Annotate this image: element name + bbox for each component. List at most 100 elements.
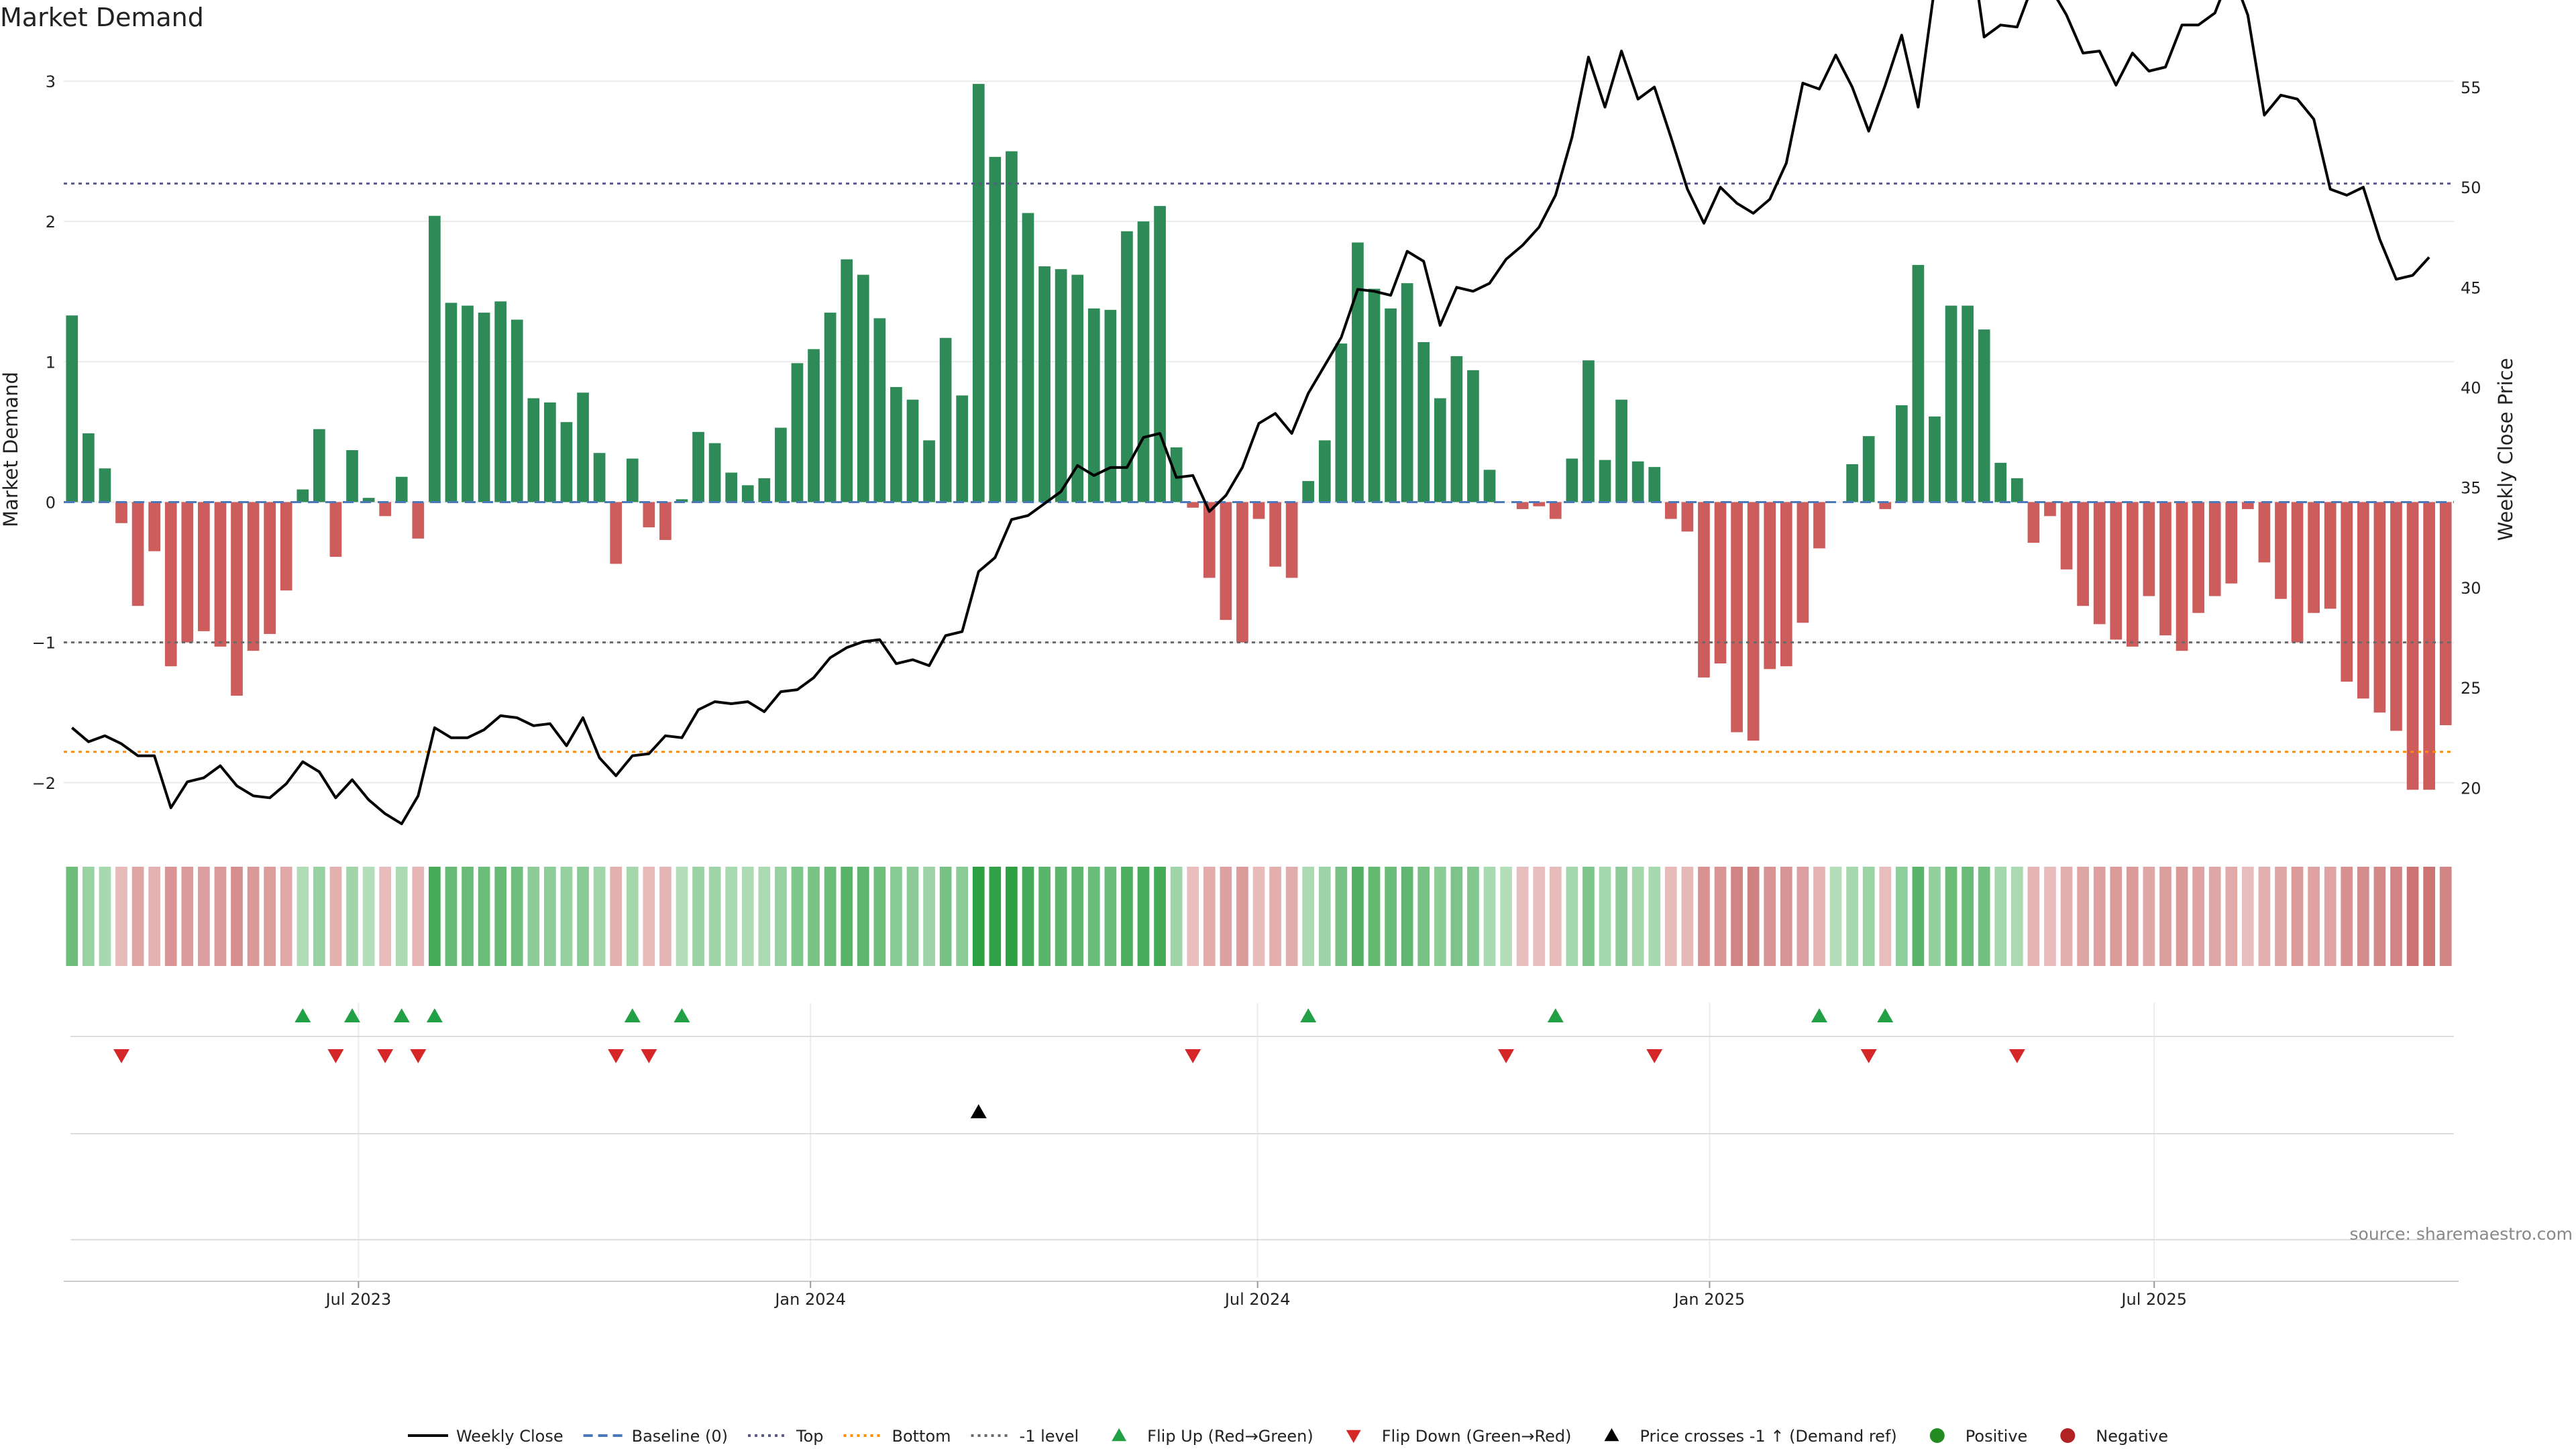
legend-label: Price crosses -1 ↑ (Demand ref) xyxy=(1640,1427,1896,1446)
demand-bar xyxy=(1780,502,1792,667)
heat-cell xyxy=(66,867,78,966)
demand-bar xyxy=(1285,502,1298,578)
heat-cell xyxy=(824,867,837,966)
demand-bar xyxy=(2077,502,2089,606)
legend-swatch-tri-down xyxy=(1346,1430,1361,1443)
demand-bar xyxy=(83,433,95,502)
demand-bar xyxy=(2159,502,2171,636)
heat-cell xyxy=(527,867,540,966)
demand-bar xyxy=(1764,502,1776,669)
heat-cell xyxy=(643,867,655,966)
demand-bar xyxy=(2093,502,2106,625)
heat-cell xyxy=(2439,867,2452,966)
flip-down-marker xyxy=(377,1049,394,1063)
heat-cell xyxy=(181,867,194,966)
heat-cell xyxy=(2126,867,2139,966)
heat-cell xyxy=(264,867,276,966)
heat-cell xyxy=(1401,867,1413,966)
legend-label: Top xyxy=(796,1427,824,1446)
demand-bar xyxy=(2423,502,2435,790)
demand-bar xyxy=(873,318,886,502)
heat-cell xyxy=(1698,867,1710,966)
demand-bar xyxy=(708,443,721,502)
demand-bar xyxy=(676,499,688,502)
demand-bar xyxy=(972,84,985,502)
heat-cell xyxy=(2208,867,2221,966)
demand-bar xyxy=(2275,502,2287,599)
demand-bar xyxy=(1335,343,1348,502)
heat-cell xyxy=(297,867,309,966)
heat-cell xyxy=(379,867,392,966)
heat-cell xyxy=(115,867,127,966)
heat-cell xyxy=(2044,867,2056,966)
y-tick-label: 1 xyxy=(46,353,56,372)
demand-bar xyxy=(841,259,853,502)
heat-cell xyxy=(1681,867,1694,966)
demand-bar xyxy=(2126,502,2139,647)
demand-bar xyxy=(1302,481,1315,502)
heat-cell xyxy=(1994,867,2007,966)
demand-bar xyxy=(1994,462,2007,502)
demand-bar xyxy=(1269,502,1281,567)
demand-bar xyxy=(544,402,556,502)
demand-bar xyxy=(511,319,523,502)
demand-bar xyxy=(346,450,358,502)
demand-bar xyxy=(412,502,425,539)
legend-swatch-dot xyxy=(1929,1428,1945,1443)
demand-bar xyxy=(1401,283,1413,502)
demand-bar xyxy=(1846,464,1858,502)
x-tick-label: Jan 2025 xyxy=(1673,1290,1746,1309)
demand-bar xyxy=(2258,502,2271,563)
flip-up-marker xyxy=(344,1008,361,1022)
y2-tick-label: 20 xyxy=(2461,779,2481,798)
heat-cell xyxy=(610,867,623,966)
flip-down-marker xyxy=(641,1049,657,1063)
heat-cell xyxy=(1516,867,1529,966)
heat-cell xyxy=(2423,867,2435,966)
heat-cell xyxy=(708,867,721,966)
heat-cell xyxy=(1599,867,1611,966)
y-tick-label: 0 xyxy=(46,493,56,512)
demand-bar xyxy=(1731,502,1743,733)
demand-bar xyxy=(1417,341,1430,502)
demand-bar xyxy=(1631,461,1644,502)
axes-layer: −2 −1 0 1 2 3 20 25 30 35 40 45 50 55 Market Demand Wee… xyxy=(0,72,2517,1309)
y2-tick-label: 55 xyxy=(2461,78,2481,97)
demand-bar xyxy=(1978,329,1990,502)
demand-bars xyxy=(66,84,2452,790)
demand-bar xyxy=(429,215,441,502)
heat-cell xyxy=(1731,867,1743,966)
demand-bar xyxy=(1962,305,1974,502)
heat-cell xyxy=(1087,867,1100,966)
demand-bar xyxy=(2439,502,2452,726)
demand-bar xyxy=(462,305,474,502)
heat-cell xyxy=(1648,867,1661,966)
heat-cell xyxy=(1945,867,1957,966)
heat-cell xyxy=(676,867,688,966)
flip-up-marker xyxy=(1300,1008,1317,1022)
source-label: source: sharemaestro.com xyxy=(2350,1224,2573,1244)
y2-tick-label: 35 xyxy=(2461,479,2481,498)
demand-bar xyxy=(2324,502,2337,609)
demand-bar xyxy=(2176,502,2188,651)
demand-bar xyxy=(1385,308,1397,502)
demand-bar xyxy=(1698,502,1710,678)
heat-cell xyxy=(841,867,853,966)
heat-cell xyxy=(1187,867,1199,966)
demand-bar xyxy=(2357,502,2369,699)
flip-up-marker xyxy=(294,1008,311,1022)
heat-cell xyxy=(1929,867,1941,966)
heat-cell xyxy=(2176,867,2188,966)
heat-cell xyxy=(989,867,1002,966)
demand-bar xyxy=(1879,502,1892,509)
demand-bar xyxy=(2044,502,2056,517)
heat-cell xyxy=(1269,867,1281,966)
demand-heat-strip xyxy=(66,867,2452,966)
demand-bar xyxy=(593,453,606,502)
heat-cell xyxy=(2110,867,2123,966)
demand-bar xyxy=(2143,502,2155,596)
heat-cell xyxy=(1714,867,1727,966)
demand-bar xyxy=(297,489,309,502)
demand-bar xyxy=(2406,502,2419,790)
